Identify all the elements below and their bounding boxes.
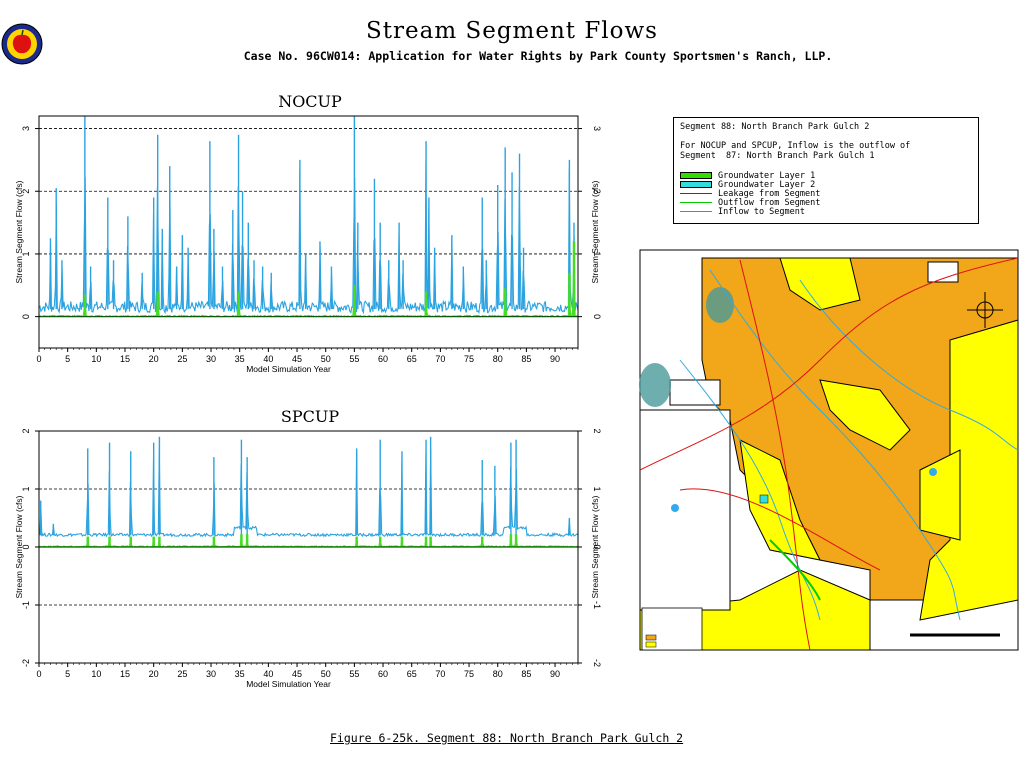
legend-note-2: Segment 87: North Branch Park Gulch 1 bbox=[680, 151, 875, 161]
legend-label: Groundwater Layer 2 bbox=[718, 179, 816, 190]
spcup-chart: 0 5 10 15 20 25 30 35 40 45 50 55 60 65 70 75 80 85 90-2 -2… bbox=[14, 428, 602, 689]
y-tick-label: -2 bbox=[592, 659, 602, 667]
x-tick-label: 60 bbox=[378, 354, 388, 364]
legend-item: Groundwater Layer 1 bbox=[680, 170, 816, 181]
y-tick-label: 1 bbox=[21, 486, 31, 491]
legend-swatch bbox=[680, 211, 712, 212]
x-tick-label: 35 bbox=[235, 669, 245, 679]
x-tick-label: 55 bbox=[349, 669, 359, 679]
x-tick-label: 25 bbox=[177, 669, 187, 679]
series-line-inflow-to-segment bbox=[38, 161, 579, 315]
legend-segment: Segment 88: North Branch Park Gulch 2 bbox=[680, 122, 870, 132]
y-tick-label: 2 bbox=[21, 189, 31, 194]
logo-seal bbox=[1, 23, 43, 65]
x-tick-label: 20 bbox=[149, 354, 159, 364]
chart-title-spcup: SPCUP bbox=[280, 407, 340, 426]
y-tick-label: 3 bbox=[592, 126, 602, 131]
y-tick-label: 0 bbox=[21, 314, 31, 319]
y-tick-label: -1 bbox=[592, 601, 602, 609]
x-tick-label: 10 bbox=[91, 669, 101, 679]
y-tick-label: -1 bbox=[21, 601, 31, 609]
x-tick-label: 90 bbox=[550, 669, 560, 679]
y-axis-label-right: Stream Segment Flow (cfs) bbox=[590, 180, 600, 283]
legend-item: Outflow from Segment bbox=[680, 197, 821, 208]
x-tick-label: 50 bbox=[321, 354, 331, 364]
legend-label: Groundwater Layer 1 bbox=[718, 170, 816, 181]
legend-label: Outflow from Segment bbox=[718, 197, 821, 208]
legend-swatch bbox=[680, 193, 712, 194]
legend-item: Leakage from Segment bbox=[680, 188, 821, 199]
legend-swatch bbox=[680, 181, 712, 188]
x-tick-label: 10 bbox=[91, 354, 101, 364]
x-tick-label: 70 bbox=[435, 669, 445, 679]
x-tick-label: 80 bbox=[493, 669, 503, 679]
y-tick-label: 1 bbox=[592, 486, 602, 491]
x-tick-label: 35 bbox=[235, 354, 245, 364]
x-axis-label: Model Simulation Year bbox=[246, 679, 331, 689]
x-tick-label: 90 bbox=[550, 354, 560, 364]
x-tick-label: 55 bbox=[349, 354, 359, 364]
x-tick-label: 5 bbox=[65, 354, 70, 364]
y-axis-label: Stream Segment Flow (cfs) bbox=[14, 180, 24, 283]
x-tick-label: 85 bbox=[521, 669, 531, 679]
x-axis-label: Model Simulation Year bbox=[246, 364, 331, 374]
x-tick-label: 65 bbox=[407, 354, 417, 364]
series-line-groundwater-layer-1 bbox=[38, 537, 578, 548]
x-tick-label: 70 bbox=[435, 354, 445, 364]
page-title: Stream Segment Flows bbox=[366, 18, 658, 44]
y-tick-label: 3 bbox=[21, 126, 31, 131]
legend-label: Leakage from Segment bbox=[718, 188, 821, 199]
x-tick-label: 45 bbox=[292, 669, 302, 679]
legend-item: Inflow to Segment bbox=[680, 206, 805, 217]
chart-title-nocup: NOCUP bbox=[278, 92, 342, 111]
series-line-inflow-to-segment bbox=[38, 448, 579, 538]
legend-note-1: For NOCUP and SPCUP, Inflow is the outfl… bbox=[680, 141, 911, 151]
x-tick-label: 60 bbox=[378, 669, 388, 679]
x-tick-label: 80 bbox=[493, 354, 503, 364]
x-tick-label: 20 bbox=[149, 669, 159, 679]
figure-caption: Figure 6-25k. Segment 88: North Branch P… bbox=[330, 731, 684, 745]
legend-swatch bbox=[680, 172, 712, 179]
legend-swatch bbox=[680, 202, 712, 203]
y-tick-label: 0 bbox=[592, 544, 602, 549]
y-tick-label: 0 bbox=[592, 314, 602, 319]
x-tick-label: 30 bbox=[206, 354, 216, 364]
x-tick-label: 30 bbox=[206, 669, 216, 679]
x-tick-label: 65 bbox=[407, 669, 417, 679]
y-tick-label: -2 bbox=[21, 659, 31, 667]
legend-box: Segment 88: North Branch Park Gulch 2 Fo… bbox=[673, 117, 979, 224]
legend-label: Inflow to Segment bbox=[718, 206, 805, 217]
x-tick-label: 15 bbox=[120, 669, 130, 679]
x-tick-label: 0 bbox=[36, 669, 41, 679]
x-tick-label: 85 bbox=[521, 354, 531, 364]
y-tick-label: 2 bbox=[592, 189, 602, 194]
y-tick-label: 2 bbox=[21, 428, 31, 433]
x-tick-label: 75 bbox=[464, 669, 474, 679]
y-axis-label-right: Stream Segment Flow (cfs) bbox=[590, 495, 600, 598]
legend-item: Groundwater Layer 2 bbox=[680, 179, 816, 190]
x-tick-label: 25 bbox=[177, 354, 187, 364]
y-tick-label: 0 bbox=[21, 544, 31, 549]
x-tick-label: 45 bbox=[292, 354, 302, 364]
segment-location-map bbox=[639, 249, 1019, 651]
x-tick-label: 75 bbox=[464, 354, 474, 364]
y-tick-label: 1 bbox=[21, 251, 31, 256]
x-tick-label: 40 bbox=[263, 354, 273, 364]
y-axis-label: Stream Segment Flow (cfs) bbox=[14, 495, 24, 598]
y-tick-label: 1 bbox=[592, 251, 602, 256]
x-tick-label: 0 bbox=[36, 354, 41, 364]
x-tick-label: 15 bbox=[120, 354, 130, 364]
x-tick-label: 5 bbox=[65, 669, 70, 679]
x-tick-label: 40 bbox=[263, 669, 273, 679]
y-tick-label: 2 bbox=[592, 428, 602, 433]
nocup-chart: 0 5 10 15 20 25 30 35 40 45 50 55 60 65 70 75 80 85 90 0 0 1 1… bbox=[14, 115, 602, 374]
page-subtitle: Case No. 96CW014: Application for Water … bbox=[243, 49, 833, 63]
x-tick-label: 50 bbox=[321, 669, 331, 679]
